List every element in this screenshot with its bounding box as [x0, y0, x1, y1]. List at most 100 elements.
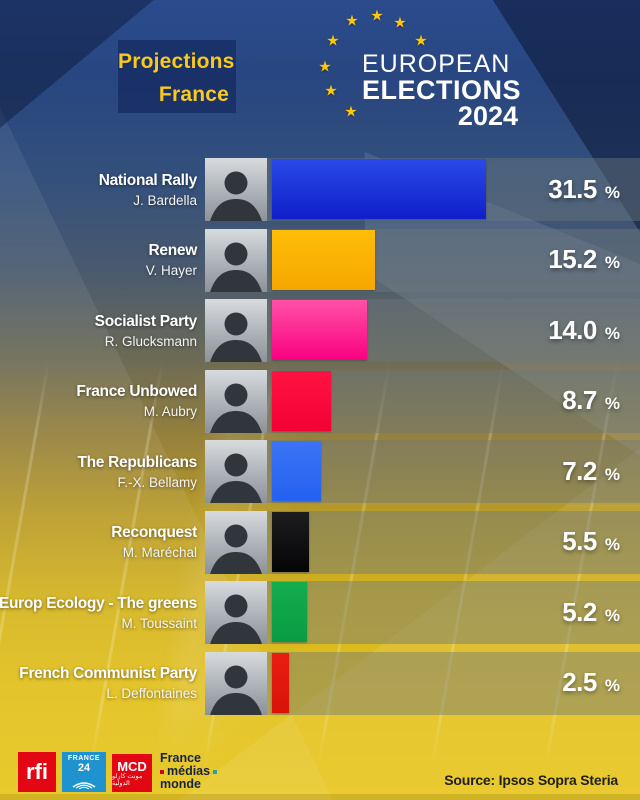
fmm-logo-line2-wrap: médias	[160, 764, 218, 778]
result-row: French Communist Party L. Deffontaines 2…	[0, 651, 640, 715]
candidate-photo	[205, 510, 267, 574]
party-name: French Communist Party	[19, 665, 197, 682]
result-percentage: 7.2 %	[525, 455, 620, 486]
eu-star-icon: ★	[324, 82, 338, 100]
eu-star-icon: ★	[393, 14, 407, 32]
european-elections-logo: ★ ★ ★ ★ ★ ★ ★ ★ EUROPEAN ELECTIONS 2024	[0, 0, 640, 150]
row-label: Renew V. Hayer	[145, 242, 198, 278]
eu-star-icon: ★	[414, 32, 428, 50]
result-percentage: 31.5 %	[525, 173, 620, 204]
mcd-logo: MCD مونت كارلو الدولية	[112, 754, 152, 792]
candidate-photo	[205, 299, 267, 362]
eu-star-icon: ★	[344, 103, 358, 121]
fmm-teal-dot-icon	[213, 769, 218, 774]
eu-star-icon: ★	[370, 7, 384, 25]
result-row: France Unbowed M. Aubry 8.7 %	[0, 369, 640, 433]
candidate-name: M. Maréchal	[122, 545, 197, 560]
mcd-logo-label: MCD	[117, 758, 147, 774]
person-silhouette-icon	[210, 665, 262, 715]
result-row: Europ Ecology - The greens M. Toussaint …	[0, 581, 640, 644]
percentage-value: 5.2	[562, 596, 597, 627]
fmm-red-dot-icon	[160, 769, 164, 774]
party-name: Reconquest	[111, 524, 197, 541]
eu-logo-line3: 2024	[457, 101, 518, 131]
eu-star-icon: ★	[326, 32, 340, 50]
france24-logo: FRANCE 24	[62, 752, 106, 792]
result-bar	[272, 300, 368, 360]
percentage-unit: %	[604, 252, 620, 272]
person-silhouette-icon	[210, 242, 262, 292]
page-title-line1: Projections	[118, 50, 235, 73]
result-row: Reconquest M. Maréchal 5.5 %	[0, 510, 640, 574]
result-bar	[272, 511, 310, 572]
percentage-unit: %	[604, 675, 620, 695]
percentage-value: 15.2	[548, 243, 597, 274]
percentage-unit: %	[604, 534, 620, 554]
candidate-name: R. Glucksmann	[104, 333, 197, 349]
result-percentage: 14.0 %	[525, 314, 620, 345]
percentage-unit: %	[604, 393, 620, 413]
candidate-photo	[205, 581, 267, 644]
person-silhouette-icon	[210, 171, 262, 221]
row-label: France Unbowed M. Aubry	[76, 383, 197, 419]
result-percentage: 8.7 %	[525, 385, 620, 416]
candidate-name: J. Bardella	[133, 192, 197, 208]
percentage-value: 2.5	[562, 666, 597, 697]
person-silhouette-icon	[210, 383, 262, 433]
source-text: Source: Ipsos Sopra Steria	[444, 772, 618, 788]
percentage-unit: %	[604, 605, 620, 625]
result-bar	[272, 159, 487, 219]
candidate-photo	[205, 228, 267, 292]
person-silhouette-icon	[210, 312, 262, 362]
result-row: National Rally J. Bardella 31.5 %	[0, 158, 640, 221]
candidate-photo	[205, 651, 267, 715]
footer: rfi FRANCE 24 MCD مونت كارلو الدولية Fra…	[0, 742, 640, 800]
candidate-name: F.-X. Bellamy	[117, 474, 197, 490]
result-bar	[272, 582, 308, 642]
candidate-name: M. Toussaint	[121, 615, 197, 631]
bottom-edge-strip	[0, 794, 640, 800]
row-label: Reconquest M. Maréchal	[111, 524, 197, 560]
eu-star-icon: ★	[318, 58, 332, 76]
candidate-name: L. Deffontaines	[106, 686, 197, 701]
page-title: Projections France	[118, 40, 236, 113]
percentage-unit: %	[604, 464, 620, 484]
rfi-logo-label: rfi	[26, 759, 48, 784]
result-bar	[272, 652, 289, 713]
result-percentage: 15.2 %	[525, 244, 620, 275]
candidate-name: M. Aubry	[143, 404, 197, 419]
person-silhouette-icon	[210, 594, 262, 644]
result-row: The Republicans F.-X. Bellamy 7.2 %	[0, 440, 640, 503]
person-silhouette-icon	[210, 453, 262, 503]
eu-logo-text: EUROPEAN ELECTIONS 2024	[362, 50, 521, 131]
rfi-logo: rfi	[18, 752, 56, 792]
party-name: Europ Ecology - The greens	[0, 594, 197, 612]
france24-logo-line1: FRANCE	[67, 755, 101, 762]
candidate-photo	[205, 369, 267, 433]
result-percentage: 2.5 %	[525, 667, 620, 698]
row-label: Socialist Party R. Glucksmann	[94, 312, 198, 349]
percentage-value: 31.5	[548, 173, 597, 204]
party-name: The Republicans	[77, 453, 197, 471]
party-name: Renew	[148, 242, 198, 259]
page-title-line2: France	[158, 83, 229, 106]
person-silhouette-icon	[210, 524, 262, 574]
candidate-name: V. Hayer	[145, 263, 197, 278]
result-bar	[272, 229, 376, 290]
party-name: Socialist Party	[94, 312, 198, 330]
row-label: The Republicans F.-X. Bellamy	[77, 454, 197, 490]
percentage-unit: %	[604, 182, 620, 202]
eu-star-icon: ★	[345, 12, 359, 30]
fmm-logo-line2: médias	[167, 764, 211, 778]
results-list: National Rally J. Bardella 31.5 % Renew …	[0, 158, 640, 722]
percentage-unit: %	[604, 323, 620, 343]
row-label: French Communist Party L. Deffontaines	[19, 665, 197, 701]
party-name: National Rally	[98, 171, 198, 189]
result-row: Socialist Party R. Glucksmann 14.0 %	[0, 299, 640, 362]
fmm-logo-line3: monde	[160, 777, 201, 791]
result-row: Renew V. Hayer 15.2 %	[0, 228, 640, 292]
percentage-value: 5.5	[562, 525, 597, 556]
eu-logo-line1: EUROPEAN	[362, 50, 511, 78]
candidate-photo	[205, 440, 267, 503]
